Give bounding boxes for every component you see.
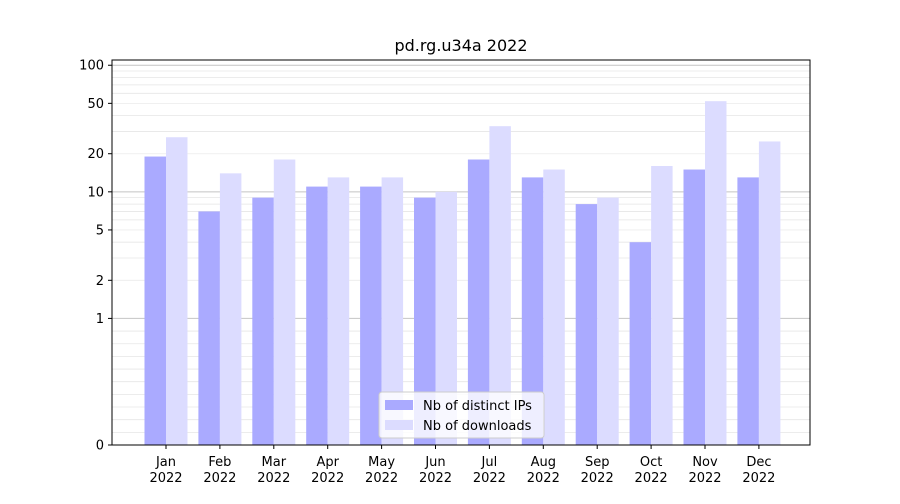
bar-downloads	[705, 101, 727, 446]
x-tick-label: Aug	[531, 455, 556, 470]
x-tick-label: Dec	[746, 455, 771, 470]
legend-swatch	[385, 420, 413, 430]
y-tick-label: 1	[96, 312, 104, 327]
bar-distinct-ips	[737, 177, 759, 446]
legend-swatch	[385, 400, 413, 410]
x-tick-sublabel: 2022	[365, 471, 398, 486]
bar-downloads	[219, 173, 242, 445]
x-tick-label: May	[368, 455, 395, 470]
bar-downloads	[381, 177, 404, 446]
x-tick-sublabel: 2022	[257, 471, 290, 486]
bar-downloads	[597, 197, 619, 445]
y-tick-label: 50	[87, 97, 104, 112]
legend-box	[378, 391, 545, 439]
bar-downloads	[166, 137, 188, 446]
bar-distinct-ips	[144, 156, 166, 446]
bar-distinct-ips	[683, 169, 705, 445]
plot-frame	[111, 59, 811, 446]
bar-downloads	[489, 126, 511, 446]
bar-distinct-ips	[414, 197, 436, 445]
bar-downloads	[273, 159, 296, 445]
x-axis: Jan2022Feb2022Mar2022Apr2022May2022Jun20…	[149, 445, 775, 486]
x-tick-label: Jan	[155, 455, 176, 470]
y-tick-label: 5	[96, 223, 104, 238]
x-tick-sublabel: 2022	[581, 471, 614, 486]
x-tick-sublabel: 2022	[688, 471, 721, 486]
x-tick-sublabel: 2022	[473, 471, 506, 486]
bar-distinct-ips	[521, 177, 544, 446]
bar-downloads	[327, 177, 350, 446]
x-tick-sublabel: 2022	[527, 471, 560, 486]
x-tick-label: Apr	[316, 455, 339, 470]
x-tick-sublabel: 2022	[203, 471, 236, 486]
bar-distinct-ips	[360, 186, 382, 446]
bars-layer	[144, 101, 781, 446]
bar-distinct-ips	[575, 204, 598, 445]
bar-distinct-ips	[629, 242, 652, 445]
y-tick-label: 2	[96, 274, 104, 289]
bar-downloads	[651, 165, 673, 446]
x-tick-sublabel: 2022	[742, 471, 775, 486]
bar-distinct-ips	[198, 211, 220, 445]
x-tick-label: Jul	[481, 455, 498, 470]
x-tick-label: Nov	[692, 455, 718, 470]
x-tick-sublabel: 2022	[419, 471, 452, 486]
y-tick-label: 0	[96, 439, 104, 454]
x-tick-label: Oct	[640, 455, 662, 470]
bar-downloads	[543, 169, 565, 445]
y-tick-label: 10	[87, 185, 104, 200]
legend-label: Nb of downloads	[423, 419, 532, 434]
chart-title: pd.rg.u34a 2022	[394, 36, 527, 55]
x-tick-label: Mar	[262, 455, 287, 470]
bar-distinct-ips	[252, 197, 274, 445]
bar-distinct-ips	[306, 186, 328, 446]
x-tick-label: Sep	[585, 455, 610, 470]
y-axis: 0 1 2 5 10 20 50 100	[79, 59, 112, 454]
bar-distinct-ips	[467, 159, 490, 445]
y-tick-label: 100	[79, 59, 104, 74]
bar-downloads	[758, 141, 781, 445]
x-tick-label: Jun	[424, 455, 445, 470]
x-tick-sublabel: 2022	[149, 471, 182, 486]
legend: Nb of distinct IPs Nb of downloads	[378, 391, 545, 439]
bar-downloads	[435, 191, 457, 445]
x-tick-sublabel: 2022	[311, 471, 344, 486]
x-tick-sublabel: 2022	[635, 471, 668, 486]
legend-label: Nb of distinct IPs	[423, 399, 532, 414]
x-tick-label: Feb	[208, 455, 231, 470]
y-tick-label: 20	[87, 147, 104, 162]
